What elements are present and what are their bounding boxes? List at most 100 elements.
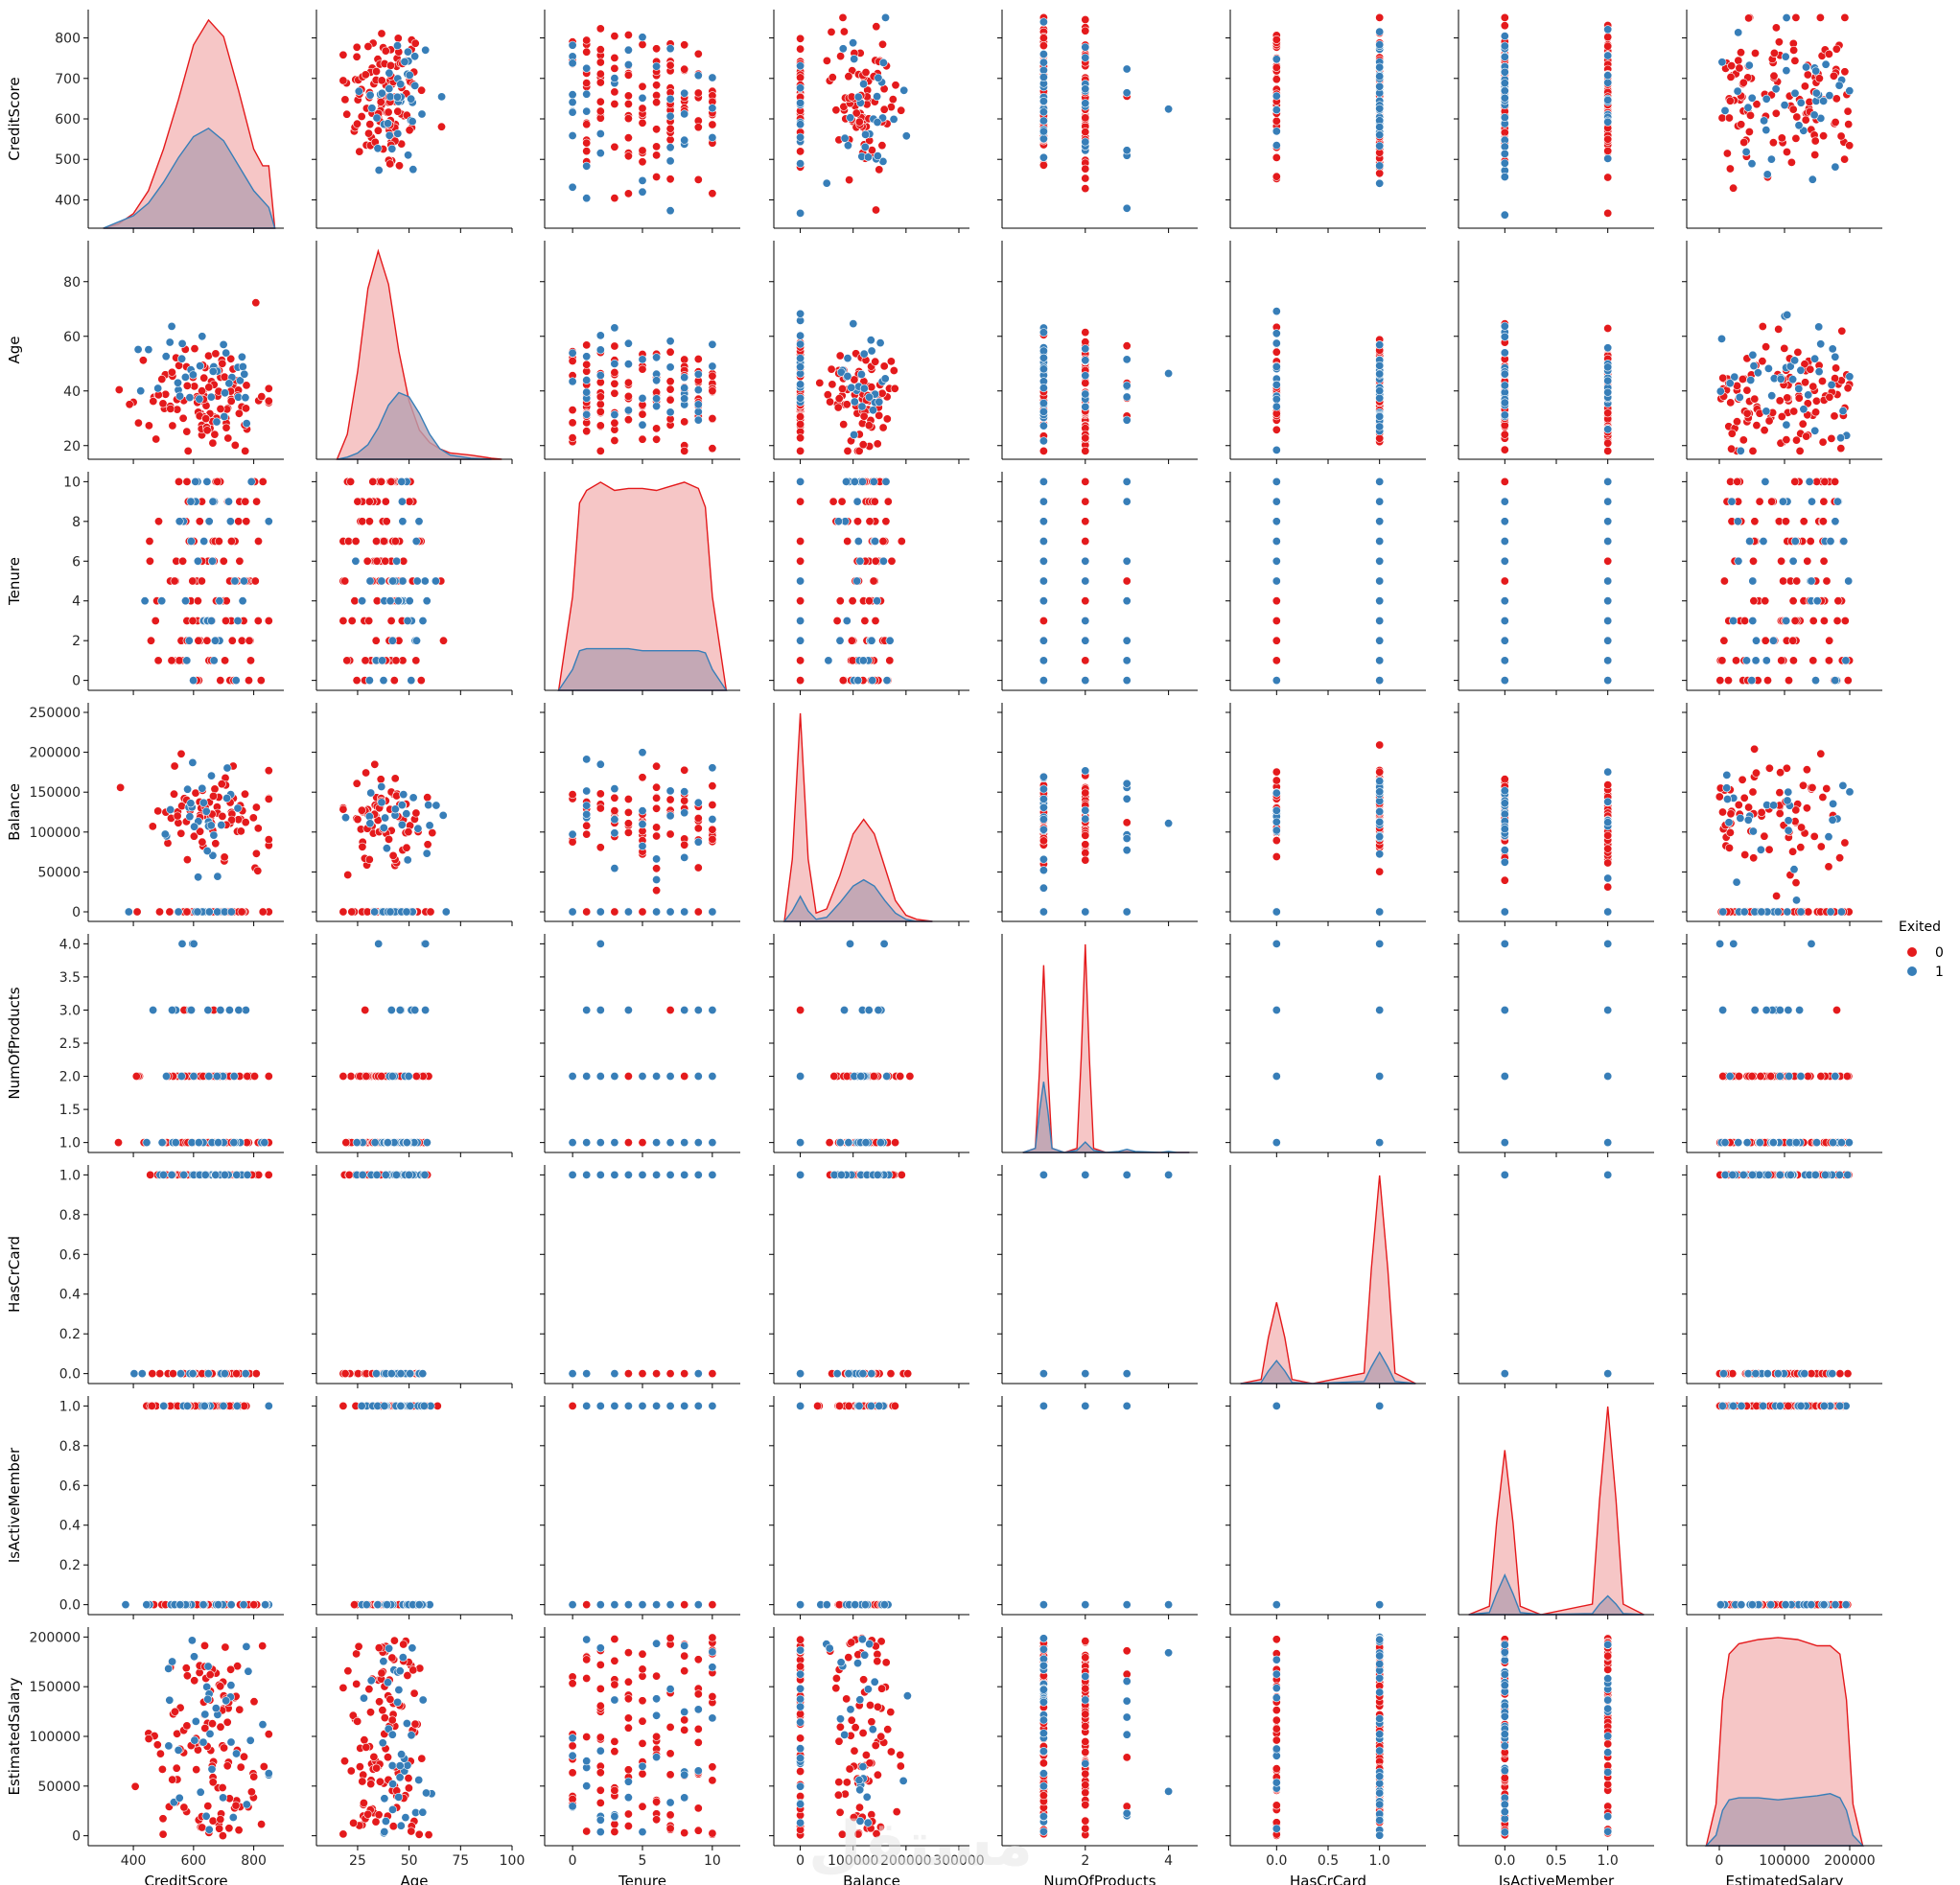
point-Age-Balance xyxy=(408,793,418,803)
point-CreditScore-Age xyxy=(224,379,234,388)
point-EstimatedSalary-Tenure xyxy=(1831,477,1840,486)
point-Age-CreditScore xyxy=(355,147,364,156)
point-Balance-Age xyxy=(866,336,875,345)
point-Tenure-Age xyxy=(568,348,577,358)
point-Tenure-Age xyxy=(568,406,577,415)
point-CreditScore-Age xyxy=(133,344,143,354)
point-EstimatedSalary-Tenure xyxy=(1788,636,1798,645)
point-IsActiveMember-CreditScore xyxy=(1603,25,1613,35)
point-CreditScore-Age xyxy=(174,378,183,387)
point-EstimatedSalary-CreditScore xyxy=(1769,48,1779,58)
point-Age-CreditScore xyxy=(436,122,446,131)
point-Age-Balance xyxy=(388,850,398,860)
point-Tenure-Balance xyxy=(610,815,619,825)
point-CreditScore-Age xyxy=(208,366,218,376)
point-CreditScore-Balance xyxy=(209,791,219,801)
point-EstimatedSalary-Age xyxy=(1783,393,1792,403)
point-EstimatedSalary-Age xyxy=(1738,435,1748,445)
point-Age-Balance xyxy=(441,907,451,917)
point-EstimatedSalary-Age xyxy=(1811,396,1821,406)
point-Tenure-Age xyxy=(610,418,619,428)
point-Tenure-CreditScore xyxy=(638,104,647,113)
point-Balance-Tenure xyxy=(883,497,893,506)
panel-Age-vs-Balance xyxy=(769,241,969,464)
point-Balance-Age xyxy=(864,392,874,402)
point-EstimatedSalary-CreditScore xyxy=(1782,13,1791,22)
point-IsActiveMember-Age xyxy=(1603,362,1613,372)
point-CreditScore-Age xyxy=(167,321,176,331)
point-NumOfProducts-Tenure xyxy=(1122,477,1132,486)
point-Tenure-CreditScore xyxy=(638,81,647,91)
point-NumOfProducts-Age xyxy=(1081,371,1090,381)
point-Balance-CreditScore xyxy=(872,22,881,32)
point-Tenure-Balance xyxy=(652,874,662,884)
point-Age-Tenure xyxy=(381,556,390,566)
y-tick-label: 80 xyxy=(63,275,81,291)
point-CreditScore-Age xyxy=(242,404,251,413)
point-EstimatedSalary-Tenure xyxy=(1748,576,1758,586)
point-Tenure-Age xyxy=(680,373,689,383)
point-Age-Tenure xyxy=(405,497,414,506)
point-CreditScore-Age xyxy=(188,370,198,380)
point-Balance-Age xyxy=(889,365,898,375)
point-Tenure-Age xyxy=(568,433,577,443)
point-CreditScore-Balance xyxy=(198,783,207,793)
point-CreditScore-Balance xyxy=(220,852,229,862)
point-EstimatedSalary-Tenure xyxy=(1740,616,1750,625)
panel-Balance-vs-EstimatedSalary xyxy=(1682,703,1882,926)
point-EstimatedSalary-Balance xyxy=(1784,787,1793,797)
point-EstimatedSalary-Balance xyxy=(1775,788,1785,798)
point-Age-CreditScore xyxy=(410,38,420,48)
point-NumOfProducts-Tenure xyxy=(1038,676,1048,686)
point-Balance-Tenure xyxy=(796,477,805,486)
point-Balance-Age xyxy=(886,357,896,366)
point-EstimatedSalary-Tenure xyxy=(1841,656,1851,665)
point-CreditScore-Balance xyxy=(264,835,273,845)
point-Age-Tenure xyxy=(393,596,403,606)
point-Age-Tenure xyxy=(377,477,386,486)
point-Tenure-CreditScore xyxy=(582,147,592,156)
point-NumOfProducts-Tenure xyxy=(1038,517,1048,526)
point-EstimatedSalary-Tenure xyxy=(1749,596,1759,606)
y-tick-label: 100000 xyxy=(30,826,81,841)
point-Balance-Tenure xyxy=(882,676,892,686)
point-CreditScore-Age xyxy=(144,345,153,355)
point-EstimatedSalary-Tenure xyxy=(1727,497,1737,506)
point-EstimatedSalary-Balance xyxy=(1783,907,1792,917)
point-EstimatedSalary-Age xyxy=(1749,361,1759,371)
point-EstimatedSalary-CreditScore xyxy=(1791,12,1801,22)
panel-Tenure-vs-Age xyxy=(312,472,513,695)
point-Tenure-CreditScore xyxy=(623,70,633,80)
point-Age-Tenure xyxy=(420,576,430,586)
point-Balance-CreditScore xyxy=(871,205,880,215)
point-CreditScore-Balance xyxy=(211,839,221,849)
point-Age-CreditScore xyxy=(373,126,383,135)
point-HasCrCard-Age xyxy=(1272,329,1281,338)
point-HasCrCard-Balance xyxy=(1375,867,1385,876)
point-Age-Tenure xyxy=(371,636,381,645)
y-tick-label: 700 xyxy=(55,72,81,87)
point-HasCrCard-Tenure xyxy=(1375,477,1385,486)
point-EstimatedSalary-Tenure xyxy=(1788,656,1798,665)
point-IsActiveMember-CreditScore xyxy=(1500,149,1509,158)
point-Age-CreditScore xyxy=(408,165,418,175)
point-EstimatedSalary-Balance xyxy=(1816,842,1826,851)
point-Age-CreditScore xyxy=(352,42,362,52)
y-tick-label: 3.5 xyxy=(59,970,81,986)
point-Balance-CreditScore xyxy=(850,54,859,63)
point-EstimatedSalary-Tenure xyxy=(1840,616,1850,625)
point-Age-Tenure xyxy=(377,576,386,586)
point-Tenure-Age xyxy=(693,415,703,425)
point-NumOfProducts-Balance xyxy=(1122,818,1132,827)
point-NumOfProducts-CreditScore xyxy=(1038,34,1048,43)
point-Age-CreditScore xyxy=(374,166,384,175)
point-Age-Tenure xyxy=(382,517,391,526)
point-CreditScore-Age xyxy=(234,408,244,418)
point-IsActiveMember-Age xyxy=(1500,332,1509,341)
point-EstimatedSalary-CreditScore xyxy=(1743,103,1753,112)
point-EstimatedSalary-Tenure xyxy=(1822,576,1832,586)
point-EstimatedSalary-Balance xyxy=(1732,877,1741,887)
point-HasCrCard-Age xyxy=(1375,361,1385,370)
point-EstimatedSalary-Age xyxy=(1801,378,1810,387)
point-Balance-Tenure xyxy=(852,576,862,586)
